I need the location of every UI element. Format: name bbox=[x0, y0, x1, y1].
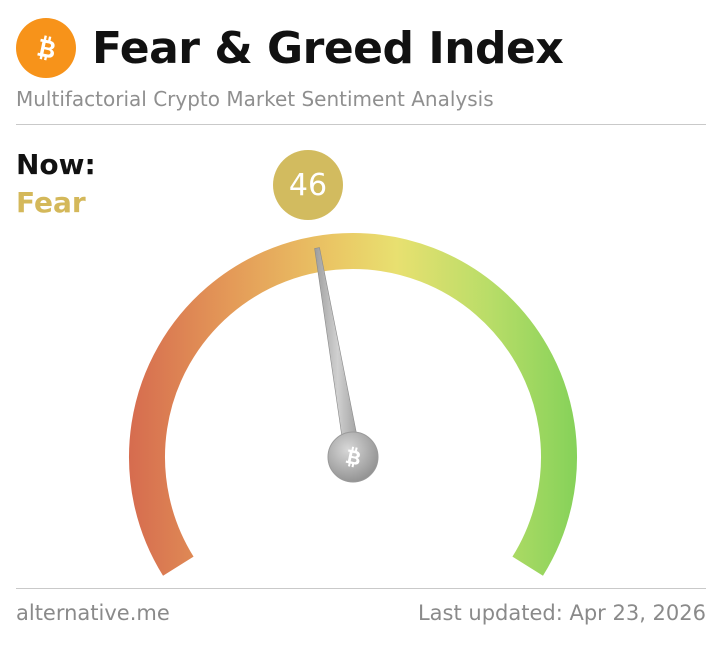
sentiment-classification: Fear bbox=[16, 186, 86, 219]
page-title: Fear & Greed Index bbox=[92, 23, 564, 74]
last-updated: Last updated: Apr 23, 2026 bbox=[417, 601, 706, 625]
page-subtitle: Multifactorial Crypto Market Sentiment A… bbox=[16, 87, 494, 111]
header-divider bbox=[16, 124, 706, 125]
gauge-arc bbox=[129, 233, 577, 576]
bitcoin-logo bbox=[16, 18, 76, 78]
index-value-badge: 46 bbox=[273, 150, 343, 220]
gauge-needle bbox=[314, 247, 362, 459]
bitcoin-icon bbox=[37, 35, 55, 61]
now-label: Now: bbox=[16, 148, 96, 181]
source-link[interactable]: alternative.me bbox=[16, 601, 170, 625]
gauge-hub bbox=[327, 431, 379, 483]
bitcoin-icon bbox=[345, 446, 360, 468]
footer-divider bbox=[16, 588, 706, 589]
